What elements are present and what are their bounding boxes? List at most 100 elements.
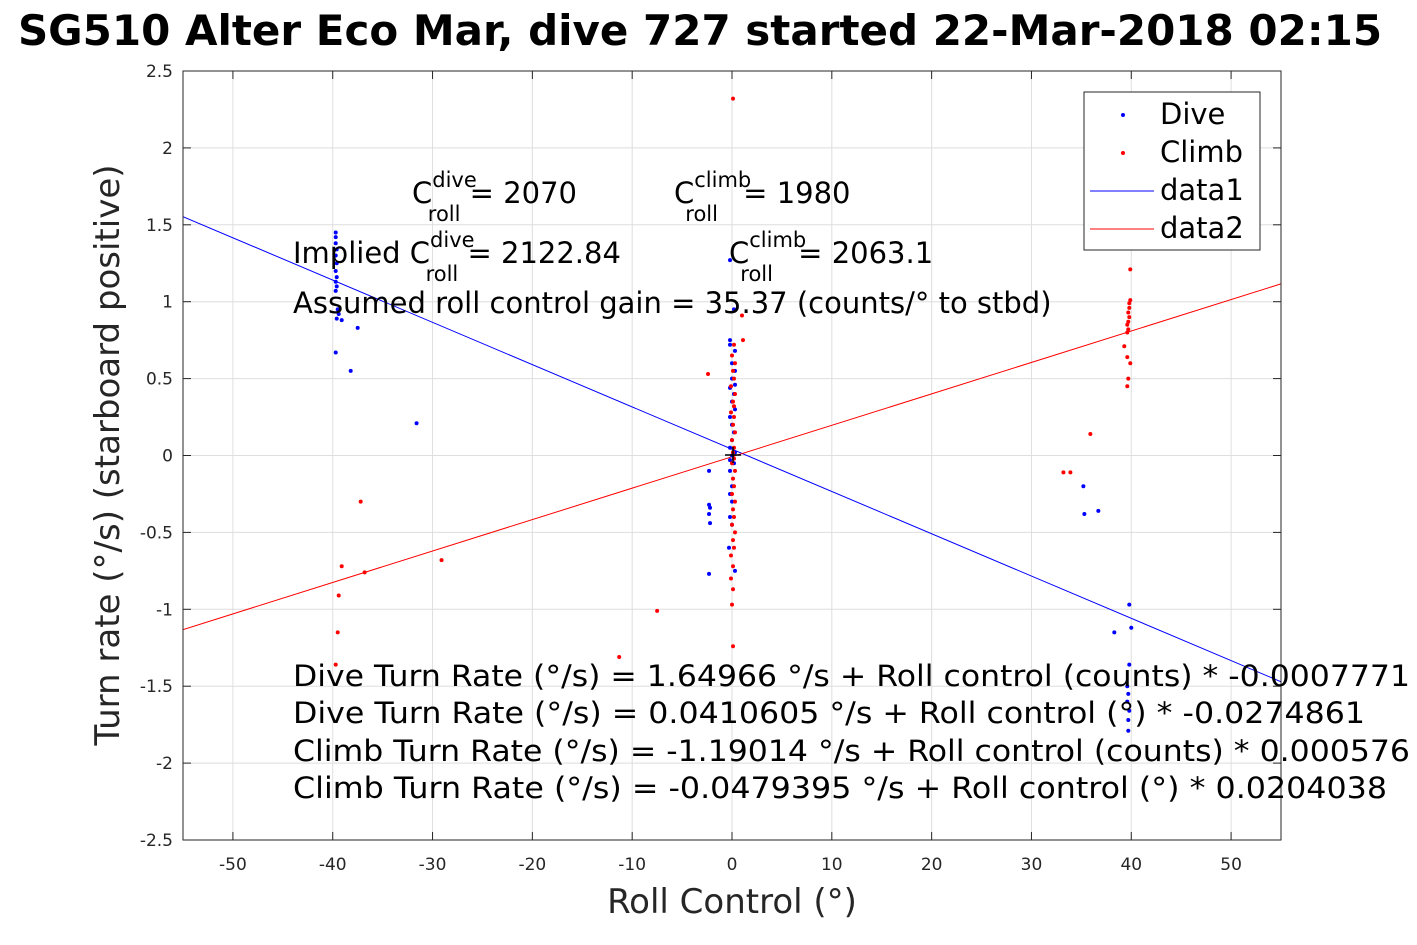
implied-c-roll-dive-annotation: Implied Cdive roll = 2122.84	[293, 228, 621, 286]
implied-c-roll-climb-annotation: Cclimb roll = 2063.1	[729, 228, 933, 286]
chart-title: SG510 Alter Eco Mar, dive 727 started 22…	[18, 6, 1382, 55]
climb-point	[730, 96, 735, 101]
climb-point	[1128, 298, 1133, 303]
dive-point	[707, 502, 712, 507]
x-axis-label: Roll Control (°)	[607, 882, 857, 922]
legend-box	[1083, 91, 1261, 251]
roll-gain-annotation: Assumed roll control gain = 35.37 (count…	[293, 286, 1052, 320]
legend: Dive Climb data1 data2	[1083, 91, 1261, 251]
y-tick-label: 2	[162, 139, 173, 159]
climb-point	[732, 430, 737, 435]
dive-point	[334, 275, 339, 280]
x-tick-label: 20	[921, 855, 943, 875]
legend-dive-label: Dive	[1160, 97, 1225, 131]
climb-point	[730, 491, 734, 496]
dive-point	[728, 515, 733, 520]
dive-point	[1112, 630, 1117, 635]
x-tick-label: 30	[1021, 855, 1043, 875]
climb-point	[706, 371, 711, 376]
y-tick-label: 2.5	[146, 62, 173, 82]
climb-point	[339, 564, 344, 569]
climb-point	[739, 313, 744, 318]
y-tick-label: 0.5	[146, 370, 173, 390]
dive-point	[1096, 508, 1101, 513]
dive-point	[728, 258, 733, 263]
climb-point	[732, 530, 737, 535]
tick-labels: -50 -40 -30 -20 -10 0 10 20 30 40 50 2.5 2 1.5 1 0.5 0 -0…	[140, 62, 1242, 875]
dive-point	[728, 458, 733, 463]
climb-point	[1128, 361, 1133, 366]
climb-point	[731, 404, 736, 409]
climb-point	[730, 644, 735, 649]
climb-point	[732, 499, 737, 504]
x-tick-label: 40	[1120, 855, 1142, 875]
climb-point	[1068, 470, 1073, 475]
dive-point	[730, 499, 734, 504]
climb-point	[732, 468, 737, 473]
dive-point	[355, 325, 360, 330]
climb-point	[732, 391, 737, 396]
legend-dive-marker	[1121, 113, 1125, 117]
climb-point	[729, 384, 734, 389]
legend-data2-label: data2	[1160, 211, 1244, 245]
climb-point	[729, 410, 734, 415]
climb-point	[731, 342, 736, 347]
climb-point	[731, 515, 736, 520]
climb-point	[1061, 470, 1066, 475]
dive-point	[414, 421, 419, 426]
climb-point	[655, 608, 660, 613]
dive-point	[333, 350, 338, 355]
climb-point	[730, 368, 735, 373]
dive-point	[707, 511, 712, 516]
climb-fit-degrees-annotation: Climb Turn Rate (°/s) = -0.0479395 °/s +…	[293, 771, 1387, 805]
climb-point	[730, 522, 734, 527]
climb-point	[730, 538, 735, 543]
climb-point	[336, 593, 341, 598]
climb-point	[439, 558, 444, 563]
dive-point	[339, 318, 344, 323]
climb-point	[731, 376, 736, 381]
climb-point	[1125, 384, 1130, 389]
c-roll-climb-annotation: Cclimb roll = 1980	[674, 168, 851, 226]
dive-point	[730, 361, 734, 366]
climb-point	[729, 576, 734, 581]
climb-point	[1088, 431, 1093, 436]
dive-point	[333, 253, 338, 258]
climb-point	[362, 570, 367, 575]
x-tick-label: -30	[419, 855, 447, 875]
y-tick-label: 1	[162, 293, 173, 313]
climb-point	[740, 338, 745, 343]
dive-point	[336, 312, 341, 317]
climb-point	[732, 361, 737, 366]
c-roll-dive-annotation: Cdive roll = 2070	[412, 168, 577, 226]
x-tick-label: -40	[319, 855, 347, 875]
x-tick-label: 10	[821, 855, 843, 875]
dive-point	[1125, 684, 1130, 689]
plot-box	[182, 70, 1282, 841]
annotations: Cdive roll = 2070 Cclimb roll = 1980 Impli…	[293, 168, 1410, 805]
climb-point	[730, 507, 735, 512]
climb-point	[1126, 327, 1131, 332]
dive-point	[707, 468, 712, 473]
dive-point	[728, 415, 733, 420]
x-tick-label: -50	[219, 855, 247, 875]
climb-point	[1126, 310, 1131, 315]
climb-point	[730, 399, 735, 404]
climb-point	[1125, 322, 1130, 327]
dive-point	[334, 247, 339, 252]
x-tick-label: 50	[1220, 855, 1242, 875]
dive-fit-degrees-annotation: Dive Turn Rate (°/s) = 0.0410605 °/s + R…	[293, 696, 1365, 730]
dive-point	[335, 307, 340, 312]
dive-point	[334, 316, 339, 321]
y-axis-label: Turn rate (°/s) (starboard positive)	[88, 164, 128, 746]
dive-point	[1125, 699, 1130, 704]
climb-point	[730, 564, 735, 569]
dive-point	[1127, 602, 1132, 607]
climb-point	[1126, 376, 1131, 381]
dive-point	[707, 571, 712, 576]
climb-point	[730, 587, 735, 592]
dive-point	[333, 235, 338, 240]
dive-point	[1126, 728, 1131, 733]
climb-point	[731, 484, 736, 489]
dive-point	[731, 307, 736, 312]
